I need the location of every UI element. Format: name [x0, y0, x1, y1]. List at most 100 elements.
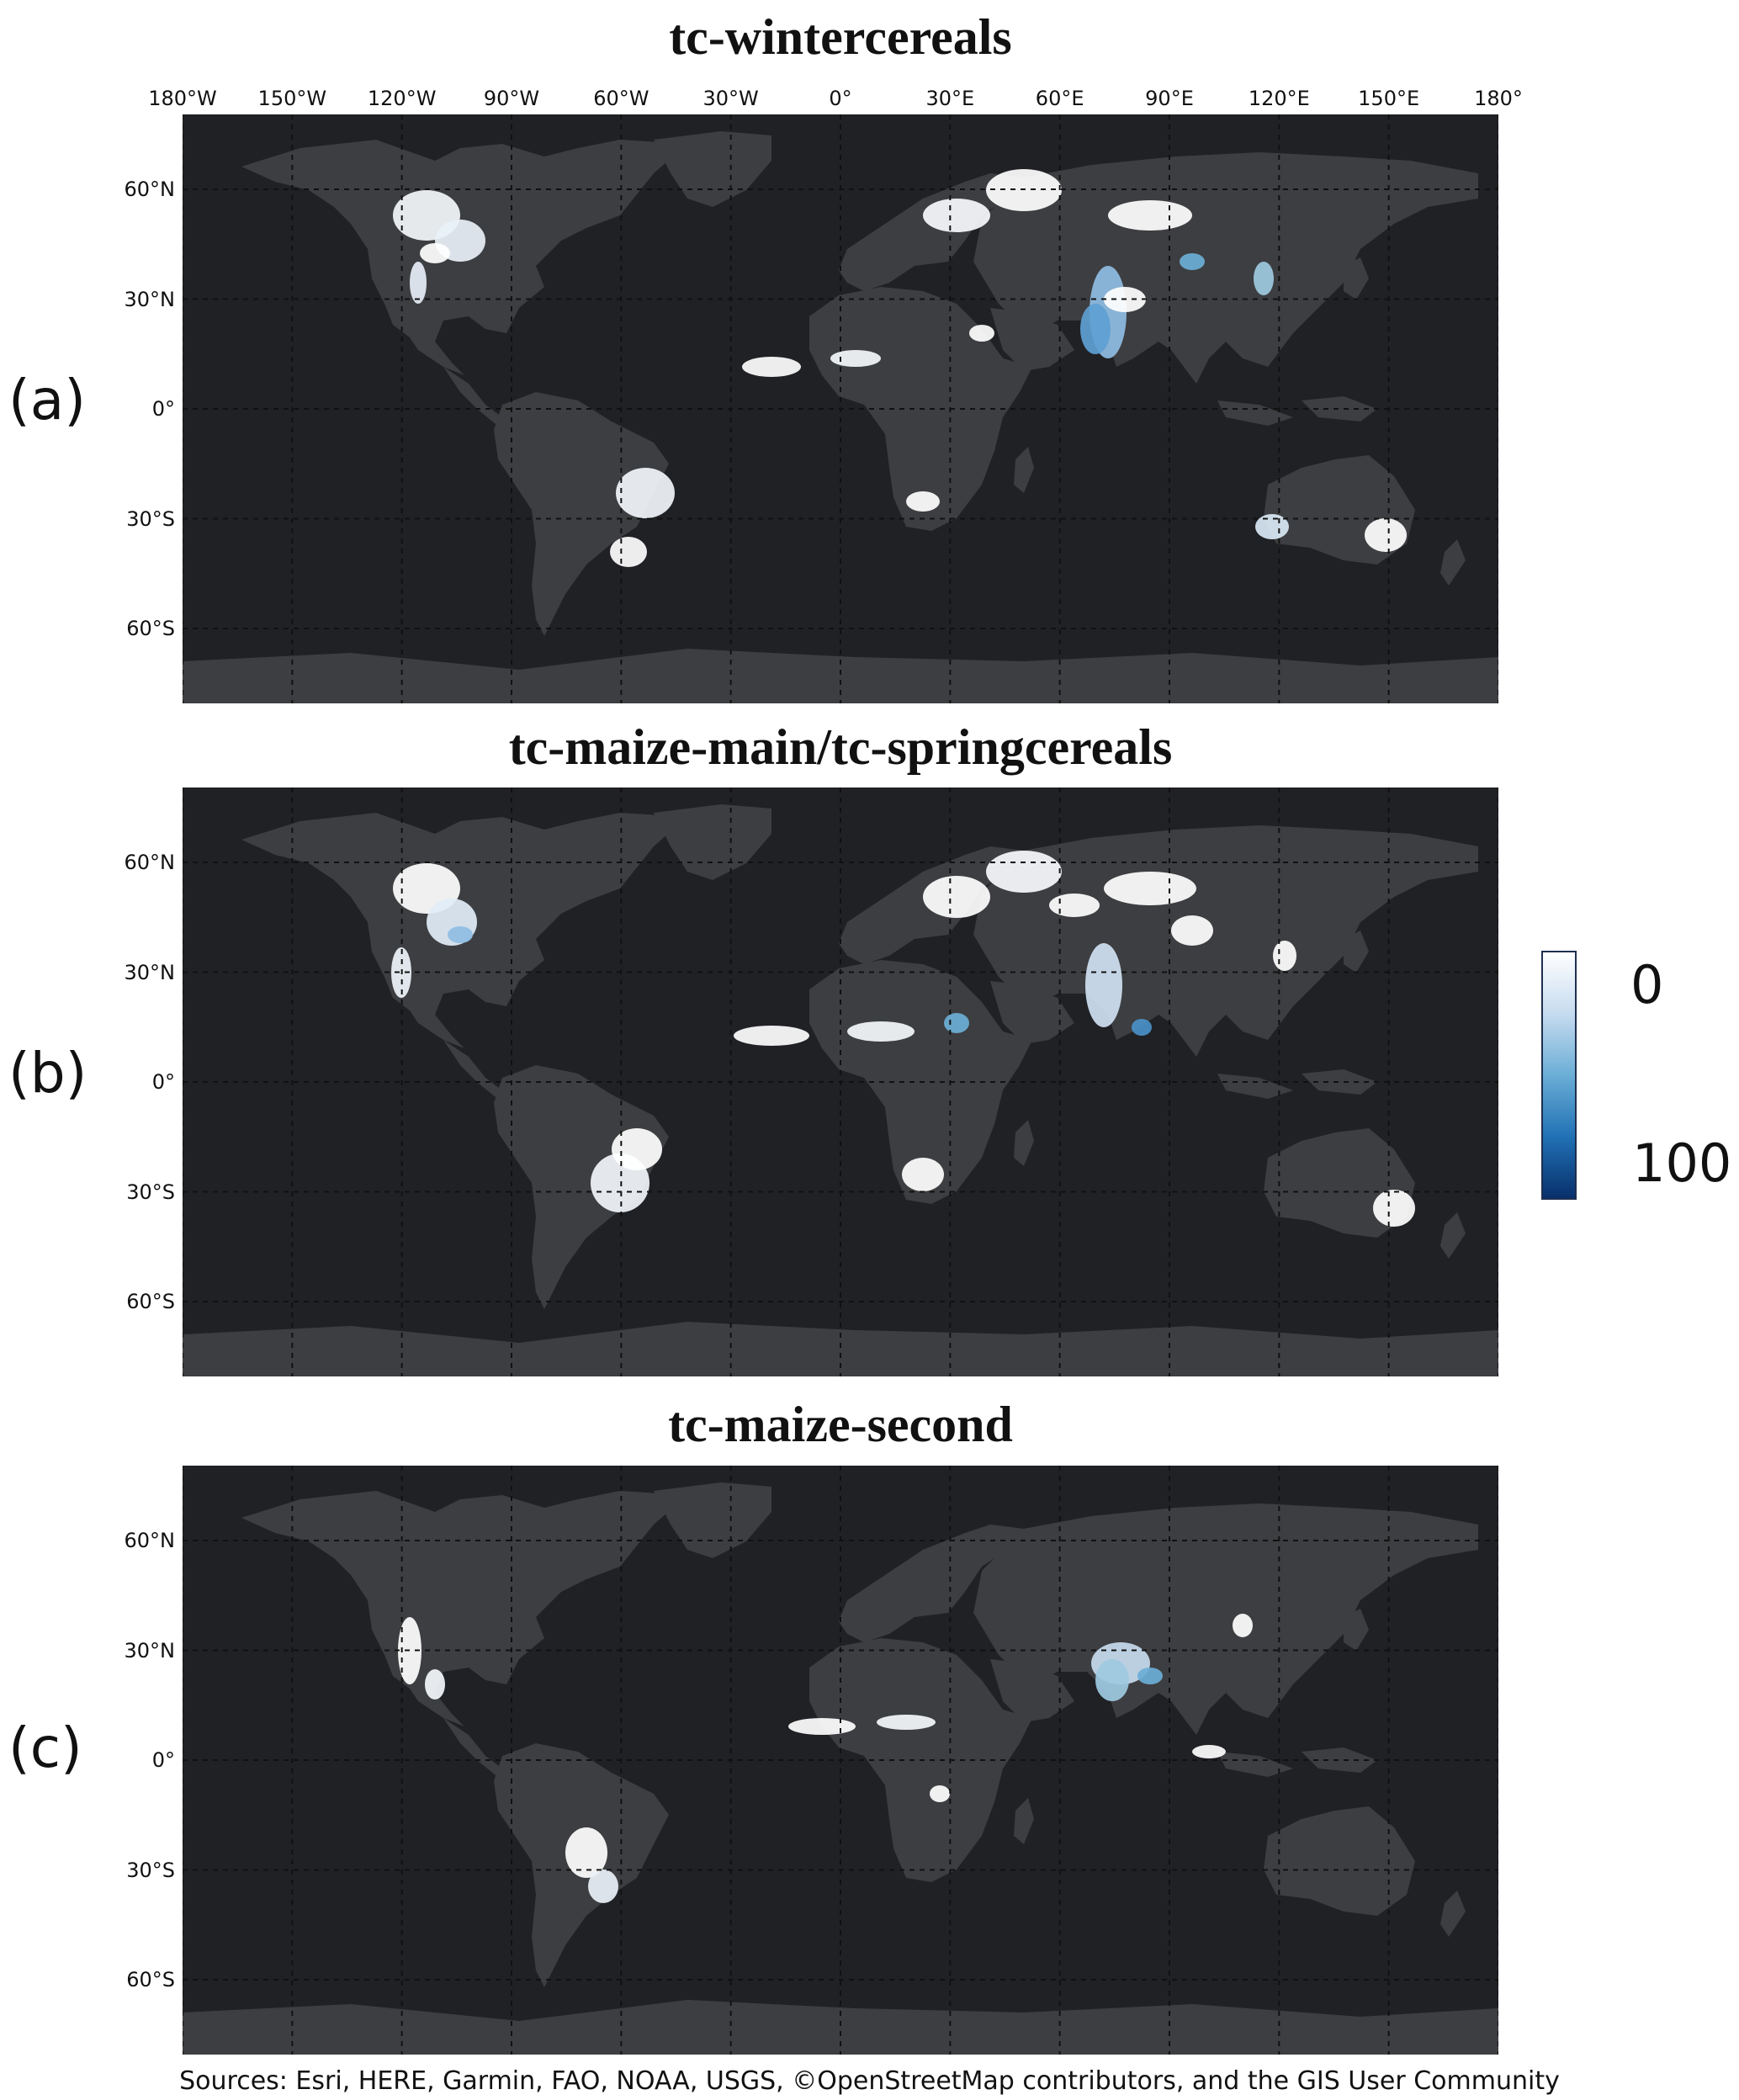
- longitude-tick-label: 30°E: [925, 87, 975, 110]
- graticule: [183, 1466, 1498, 2055]
- crop-area: [1254, 262, 1274, 295]
- colorbar-max-label: 100: [1632, 1132, 1732, 1194]
- panel-b-title: tc-maize-main/tc-springcereals: [508, 719, 1173, 775]
- landmass: [1440, 539, 1466, 586]
- crop-area: [1180, 253, 1205, 270]
- crop-area: [1085, 943, 1122, 1027]
- crop-area: [1273, 941, 1296, 971]
- panel-c-title: tc-maize-second: [668, 1397, 1013, 1452]
- landmass: [839, 1525, 1024, 1642]
- crop-area: [944, 1013, 969, 1033]
- crop-coverage-layer: [391, 851, 1415, 1227]
- crop-area: [420, 243, 450, 263]
- landmass: [1302, 1747, 1377, 1773]
- crop-area: [902, 1158, 944, 1191]
- crop-area: [1095, 1659, 1129, 1701]
- longitude-tick-label: 90°E: [1145, 87, 1194, 110]
- longitude-tick-label: 150°E: [1358, 87, 1420, 110]
- longitude-tick-label: 150°W: [257, 87, 327, 110]
- crop-area: [877, 1715, 936, 1730]
- crop-area: [734, 1026, 809, 1046]
- landmass: [1344, 931, 1369, 973]
- colorbar-min-label: 0: [1630, 954, 1664, 1016]
- crop-area: [986, 851, 1062, 893]
- crop-area: [742, 357, 801, 377]
- landmass: [1217, 1074, 1293, 1099]
- latitude-tick-label: 60°S: [126, 617, 175, 640]
- landmass: [494, 392, 669, 636]
- longitude-tick-label: 180°: [1474, 87, 1523, 110]
- latitude-tick-label: 60°N: [124, 1529, 176, 1552]
- longitude-tick-label: 180°W: [148, 87, 217, 110]
- crop-area: [1365, 518, 1407, 552]
- crop-coverage-layer: [393, 169, 1407, 567]
- crop-area: [1132, 1019, 1152, 1036]
- landmass: [1217, 1752, 1293, 1777]
- latitude-tick-label: 30°N: [124, 287, 176, 311]
- crop-area: [610, 537, 647, 567]
- colorbar: [1541, 951, 1577, 1200]
- longitude-tick-label: 60°W: [593, 87, 649, 110]
- crop-area: [1171, 915, 1213, 946]
- latitude-tick-label: 30°N: [124, 1638, 176, 1662]
- landmass: [1014, 1798, 1034, 1844]
- panel-b-letter: (b): [8, 1041, 87, 1106]
- landmass: [1344, 1609, 1369, 1651]
- landmass: [1302, 1069, 1377, 1095]
- landmass: [494, 1065, 669, 1309]
- latitude-tick-label: 0°: [151, 1748, 175, 1772]
- crop-area: [1233, 1614, 1253, 1637]
- graticule: [183, 788, 1498, 1376]
- landmass: [1440, 1891, 1466, 1937]
- crop-area: [930, 1785, 950, 1802]
- source-attribution: Sources: Esri, HERE, Garmin, FAO, NOAA, …: [179, 2066, 1560, 2096]
- landmass: [654, 804, 771, 880]
- crop-area: [612, 1128, 662, 1170]
- landmass: [1014, 447, 1034, 493]
- landmass: [990, 981, 1074, 1044]
- crop-area: [1137, 1668, 1163, 1684]
- crop-area: [425, 1669, 445, 1700]
- panel-a-letter: (a): [8, 368, 86, 432]
- landmass: [241, 1491, 687, 1726]
- panel-a-map: [183, 114, 1498, 703]
- latitude-tick-label: 0°: [151, 397, 175, 421]
- landmass: [1344, 257, 1369, 300]
- crop-area: [788, 1718, 856, 1735]
- panel-c-letter: (c): [8, 1716, 82, 1780]
- crop-area: [1192, 1745, 1226, 1758]
- crop-area: [1080, 304, 1111, 354]
- crop-area: [1373, 1190, 1415, 1227]
- latitude-tick-label: 60°S: [126, 1968, 175, 1991]
- crop-area: [923, 199, 990, 232]
- crop-area: [830, 350, 881, 367]
- landmass: [654, 131, 771, 207]
- panel-c-map-svg: [183, 1466, 1498, 2055]
- landmass: [654, 1482, 771, 1558]
- latitude-tick-label: 30°S: [126, 506, 175, 531]
- latitude-tick-label: 30°N: [124, 960, 176, 984]
- crop-area: [1255, 514, 1289, 539]
- crop-area: [906, 491, 940, 512]
- crop-area: [923, 876, 990, 918]
- panel-b-map-svg: [183, 788, 1498, 1376]
- longitude-tick-label: 120°W: [367, 87, 437, 110]
- latitude-tick-label: 0°: [151, 1070, 175, 1094]
- landmass: [1217, 400, 1293, 426]
- landmass: [990, 308, 1074, 371]
- panel-a-map-svg: [183, 114, 1498, 703]
- crop-area: [565, 1827, 607, 1878]
- landmass: [1014, 1120, 1034, 1166]
- crop-area: [847, 1021, 915, 1042]
- latitude-tick-label: 60°N: [124, 178, 176, 201]
- crop-coverage-layer: [398, 1614, 1253, 1903]
- latitude-tick-label: 30°S: [126, 1858, 175, 1882]
- landmass: [1440, 1212, 1466, 1259]
- panel-a-title: tc-wintercereals: [669, 9, 1012, 65]
- crop-area: [410, 262, 427, 304]
- longitude-tick-label: 90°W: [483, 87, 540, 110]
- crop-area: [448, 926, 473, 943]
- panel-b-map: [183, 788, 1498, 1376]
- graticule: [183, 114, 1498, 703]
